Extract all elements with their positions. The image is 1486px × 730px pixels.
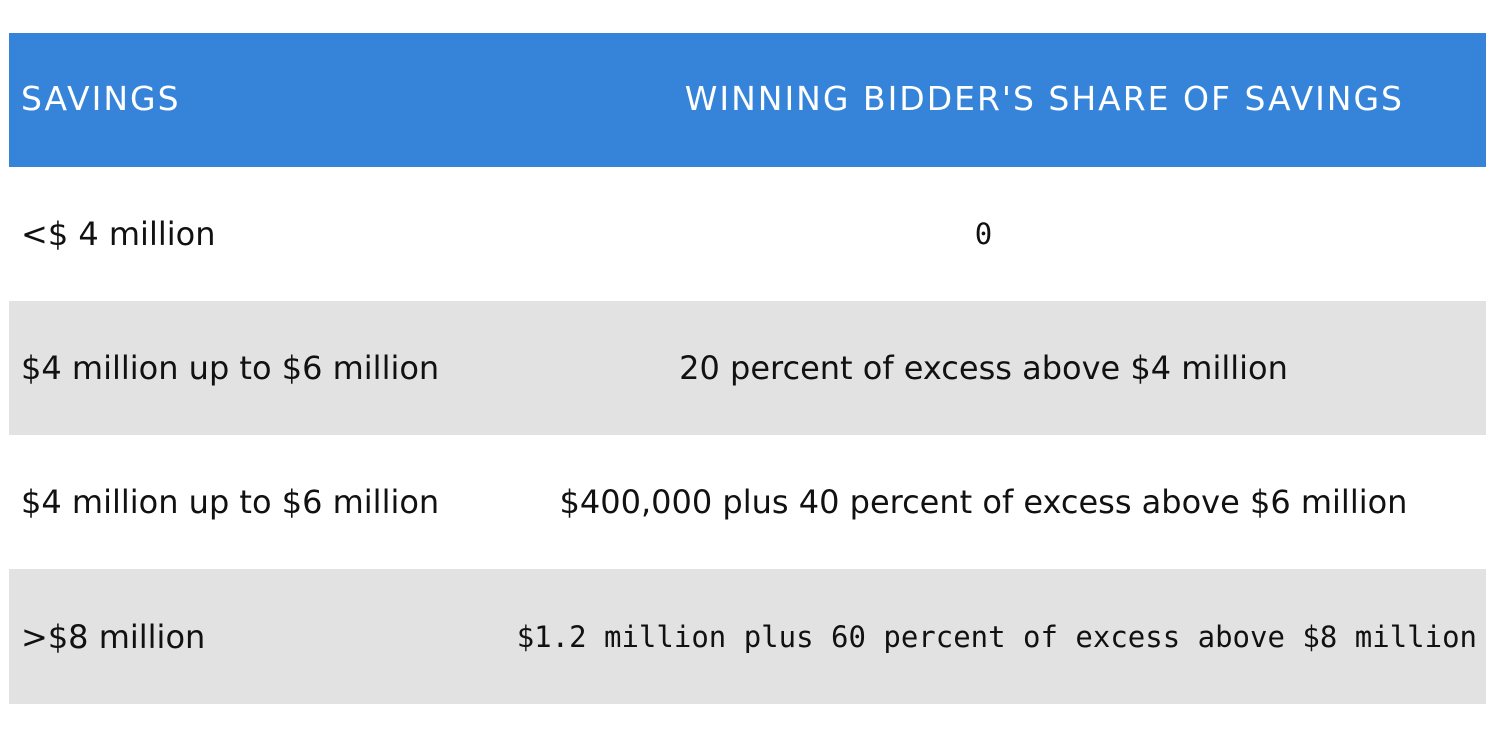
savings-cell: $4 million up to $6 million [21,483,440,521]
table-row: $4 million up to $6 million 20 percent o… [9,301,1486,435]
share-cell: $1.2 million plus 60 percent of excess a… [516,619,1477,654]
table-row: >$8 million $1.2 million plus 60 percent… [9,569,1486,704]
table-row: $4 million up to $6 million $400,000 plu… [9,435,1486,569]
column-header-savings: SAVINGS [21,78,181,118]
share-cell: $400,000 plus 40 percent of excess above… [559,483,1408,521]
savings-cell: <$ 4 million [21,215,216,253]
share-cell: 20 percent of excess above $4 million [679,349,1288,387]
savings-cell: >$8 million [21,617,206,656]
savings-cell: $4 million up to $6 million [21,349,440,387]
table-row: <$ 4 million 0 [9,167,1486,301]
column-header-winning-bidders-share: WINNING BIDDER'S SHARE OF SAVINGS [684,78,1404,118]
share-cell: 0 [974,217,993,251]
savings-share-table: SAVINGS WINNING BIDDER'S SHARE OF SAVING… [9,33,1486,704]
table-header-row: SAVINGS WINNING BIDDER'S SHARE OF SAVING… [9,33,1486,167]
